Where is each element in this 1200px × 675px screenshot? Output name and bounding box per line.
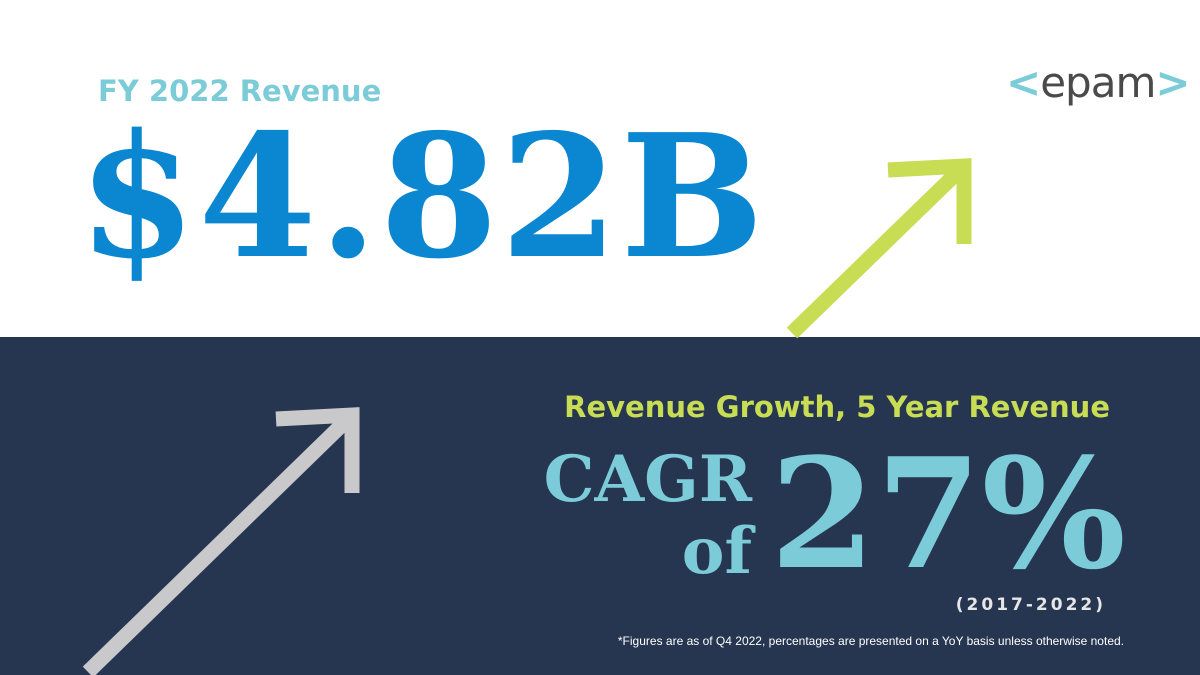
top-panel bbox=[0, 0, 1200, 337]
logo-left-bracket: < bbox=[1006, 58, 1041, 107]
logo-right-bracket: > bbox=[1155, 58, 1190, 107]
bottom-panel bbox=[0, 337, 1200, 675]
revenue-growth-label: Revenue Growth, 5 Year Revenue bbox=[564, 390, 1110, 424]
fy-revenue-label: FY 2022 Revenue bbox=[98, 74, 382, 108]
epam-logo: <epam> bbox=[1006, 58, 1191, 107]
footnote: *Figures are as of Q4 2022, percentages … bbox=[617, 634, 1124, 648]
cagr-years: (2017-2022) bbox=[955, 595, 1106, 615]
of-word: of bbox=[681, 514, 752, 589]
cagr-percent: 27% bbox=[770, 424, 1126, 603]
cagr-word: CAGR bbox=[543, 442, 752, 517]
logo-text: epam bbox=[1040, 58, 1156, 107]
lime-arrow-icon bbox=[786, 158, 972, 339]
grey-arrow-icon bbox=[82, 407, 360, 675]
revenue-value: $4.82B bbox=[78, 97, 767, 297]
